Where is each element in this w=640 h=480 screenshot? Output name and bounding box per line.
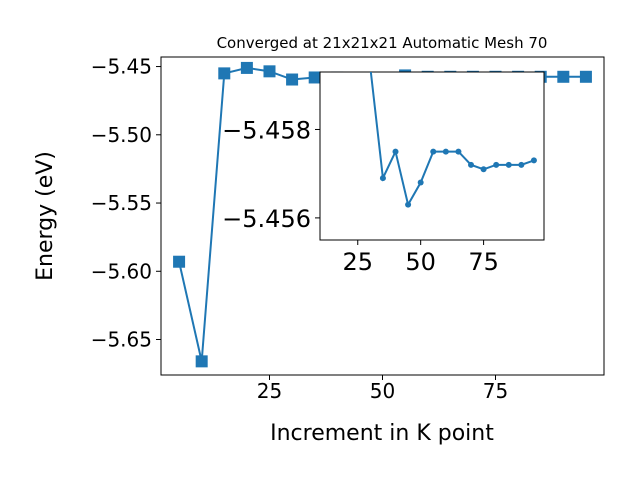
main-y-tick-label: −5.55 (91, 191, 152, 215)
main-y-tick-label: −5.45 (91, 55, 152, 79)
main-y-tick-label: −5.65 (91, 328, 152, 352)
main-data-point (218, 67, 231, 80)
inset-y-tick-label: −5.458 (222, 116, 311, 144)
main-data-point (579, 70, 592, 83)
main-data-point (308, 71, 321, 84)
main-data-point (557, 70, 570, 83)
inset-data-point (493, 161, 500, 168)
inset-x-tick-label: 50 (405, 248, 436, 276)
main-x-tick-label: 50 (370, 379, 395, 403)
inset-data-point (379, 175, 386, 182)
inset-y-ticks: −5.456 −5.458 (222, 116, 320, 233)
inset-x-ticks: 25 50 75 (342, 240, 499, 276)
inset-data-point (442, 148, 449, 155)
main-y-ticks: −5.65 −5.60 −5.55 −5.50 −5.45 (91, 55, 161, 352)
main-y-tick-label: −5.50 (91, 123, 152, 147)
y-axis-label: Energy (eV) (33, 151, 58, 281)
inset-series (369, 72, 537, 208)
main-data-point (263, 65, 276, 78)
chart-title: Converged at 21x21x21 Automatic Mesh 70 (217, 34, 548, 52)
main-data-point (286, 73, 299, 86)
main-x-ticks: 25 50 75 (257, 375, 508, 403)
inset-data-point (430, 148, 437, 155)
main-y-tick-label: −5.60 (91, 259, 152, 283)
main-data-point (173, 255, 186, 268)
inset-y-tick-label: −5.456 (222, 205, 311, 233)
inset-data-point (530, 157, 537, 164)
main-x-tick-label: 25 (257, 379, 282, 403)
inset-data-point (455, 148, 462, 155)
inset-data-point (417, 179, 424, 186)
main-x-tick-label: 75 (483, 379, 508, 403)
inset-x-tick-label: 25 (342, 248, 373, 276)
main-data-point (195, 355, 208, 368)
inset-data-point (480, 166, 487, 173)
inset-data-point (518, 161, 525, 168)
inset-x-tick-label: 75 (468, 248, 499, 276)
inset-data-point (405, 201, 412, 208)
inset-data-point (468, 161, 475, 168)
x-axis-label: Increment in K point (270, 421, 494, 446)
inset-data-point (505, 161, 512, 168)
main-data-point (240, 61, 253, 74)
inset-data-point (392, 148, 399, 155)
